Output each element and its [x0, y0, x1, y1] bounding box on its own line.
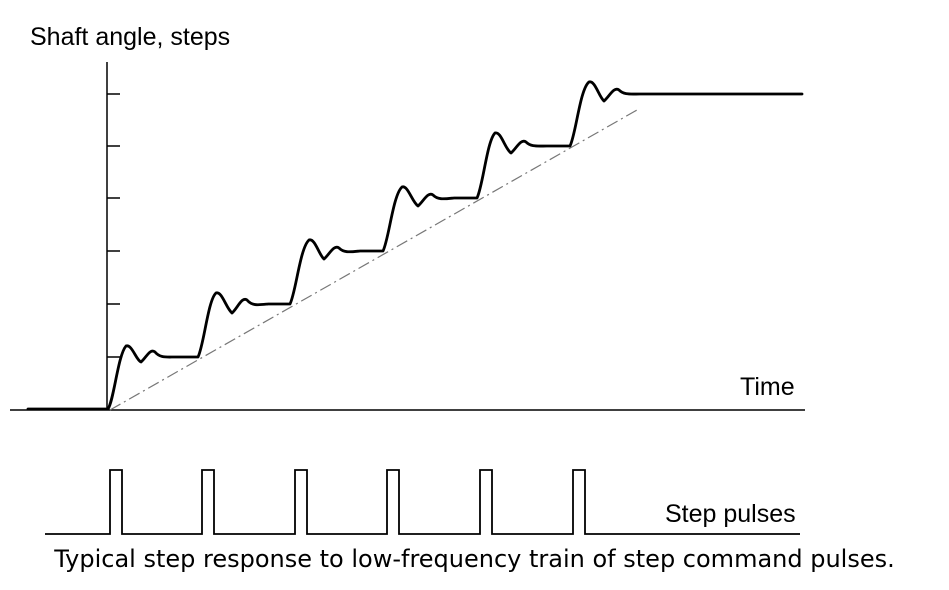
step-pulses-train	[45, 469, 800, 535]
y-ticks	[107, 93, 120, 358]
step-response-curve	[26, 80, 804, 411]
time-axis-label: Time	[740, 373, 795, 401]
reference-ramp	[109, 109, 638, 411]
step-pulses-label: Step pulses	[665, 500, 796, 528]
y-axis-label: Shaft angle, steps	[30, 23, 230, 51]
figure-caption: Typical step response to low-frequency t…	[54, 545, 895, 573]
